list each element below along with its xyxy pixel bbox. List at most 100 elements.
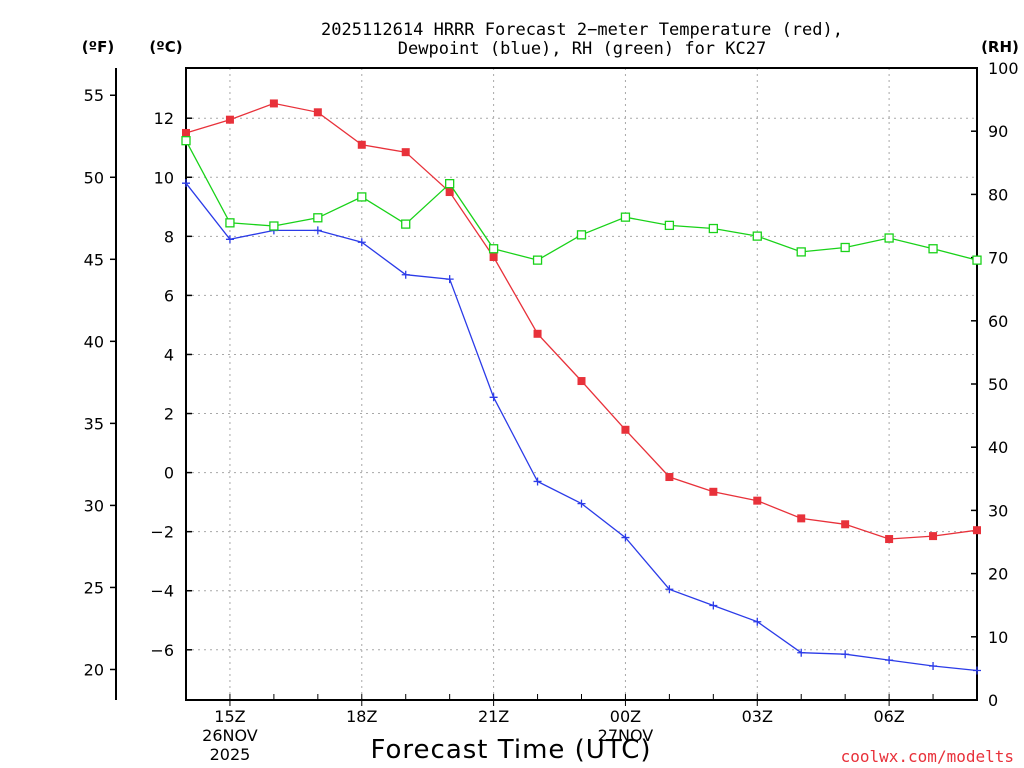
chart-title: 2025112614 HRRR Forecast 2−meter Tempera… — [321, 20, 843, 40]
temperature-point — [797, 514, 806, 523]
rh-point — [401, 219, 411, 229]
dewpoint-point — [577, 499, 586, 508]
rh-tick-label: 10 — [988, 628, 1008, 647]
temperature-point — [665, 473, 674, 482]
time-tick-label: 15Z — [214, 707, 245, 726]
time-tick-label: 18Z — [346, 707, 377, 726]
temperature-line — [185, 102, 978, 540]
rh-point — [357, 192, 367, 202]
dewpoint-point — [357, 238, 366, 247]
dewpoint-line — [185, 182, 978, 672]
fahrenheit-tick-label: 35 — [84, 414, 104, 433]
celsius-tick-label: 0 — [164, 464, 174, 483]
fahrenheit-tick-label: 20 — [84, 660, 104, 679]
rh-tick-label: 60 — [988, 312, 1008, 331]
temperature-point — [401, 148, 410, 157]
rh-point — [796, 247, 806, 257]
celsius-tick-label: −4 — [150, 582, 174, 601]
celsius-tick-label: 6 — [164, 286, 174, 305]
dewpoint-point — [665, 585, 674, 594]
dewpoint-point — [313, 226, 322, 235]
rh-point — [488, 244, 499, 254]
time-date-label: 27NOV — [598, 726, 654, 745]
temperature-point — [885, 535, 894, 544]
rh-point — [576, 230, 587, 240]
temperature-point — [577, 377, 586, 386]
rh-point — [928, 244, 938, 254]
fahrenheit-tick-label: 30 — [84, 496, 104, 515]
series-layer — [181, 99, 982, 675]
temperature-point — [489, 253, 498, 262]
dewpoint-point — [445, 275, 454, 284]
rh-unit-label: (RH) — [981, 38, 1019, 56]
celsius-tick-label: 12 — [154, 109, 174, 128]
dewpoint-point — [401, 270, 410, 279]
rh-tick-label: 20 — [988, 565, 1008, 584]
rh-point — [225, 218, 235, 228]
dewpoint-point — [797, 648, 806, 657]
dewpoint-point — [753, 617, 762, 626]
temperature-point — [269, 99, 278, 108]
rh-point — [708, 223, 718, 234]
fahrenheit-tick-label: 50 — [84, 168, 104, 187]
temperature-point — [533, 329, 542, 338]
celsius-tick-label: −2 — [150, 523, 174, 542]
rh-point — [269, 221, 279, 231]
celsius-tick-label: 8 — [164, 227, 174, 246]
temperature-point — [445, 188, 454, 197]
dewpoint-point — [621, 533, 630, 542]
rh-line — [185, 140, 978, 261]
dewpoint-point — [841, 650, 850, 659]
rh-point — [532, 255, 543, 265]
celsius-tick-label: 10 — [154, 168, 174, 187]
time-date-label: 26NOV — [202, 726, 258, 745]
time-tick-label: 00Z — [610, 707, 641, 726]
axes-layer: −6−4−20246810122025303540455055010203040… — [84, 59, 1019, 764]
time-tick-label: 03Z — [742, 707, 773, 726]
rh-point — [840, 242, 850, 253]
temperature-point — [709, 487, 718, 496]
rh-tick-label: 80 — [988, 185, 1008, 204]
dewpoint-point — [489, 393, 498, 402]
temperature-point — [841, 520, 850, 529]
time-tick-label: 06Z — [873, 707, 904, 726]
x-axis-title: Forecast Time (UTC) — [370, 735, 651, 765]
chart-subtitle: Dewpoint (blue), RH (green) for KC27 — [398, 39, 766, 59]
rh-tick-label: 40 — [988, 438, 1008, 457]
rh-point — [972, 255, 982, 265]
temperature-point — [225, 115, 234, 124]
fahrenheit-tick-label: 45 — [84, 250, 104, 269]
rh-point — [620, 212, 631, 222]
credit-text: coolwx.com/modelts — [841, 747, 1014, 766]
dewpoint-point — [225, 235, 234, 244]
celsius-tick-label: 4 — [164, 345, 174, 364]
rh-tick-label: 30 — [988, 501, 1008, 520]
dewpoint-point — [709, 601, 718, 610]
celsius-tick-label: 2 — [164, 405, 174, 424]
temperature-point — [753, 496, 762, 505]
celsius-unit-label: (ºC) — [149, 38, 182, 56]
temperature-point — [929, 532, 938, 541]
rh-point — [752, 231, 762, 241]
temperature-point — [313, 108, 322, 117]
celsius-tick-label: −6 — [150, 641, 174, 660]
dewpoint-point — [182, 179, 190, 188]
rh-point — [445, 179, 455, 189]
rh-point — [664, 220, 675, 231]
dewpoint-point — [929, 662, 938, 671]
fahrenheit-unit-label: (ºF) — [82, 38, 114, 56]
rh-tick-label: 100 — [988, 59, 1019, 78]
temperature-point — [182, 128, 190, 137]
rh-tick-label: 50 — [988, 375, 1008, 394]
time-tick-label: 21Z — [478, 707, 509, 726]
fahrenheit-tick-label: 55 — [84, 86, 104, 105]
dewpoint-point — [885, 656, 894, 665]
dewpoint-point — [973, 666, 981, 675]
rh-point — [181, 136, 191, 146]
rh-tick-label: 90 — [988, 122, 1008, 141]
temperature-point — [357, 140, 366, 149]
rh-point — [313, 213, 323, 223]
time-date-label: 2025 — [210, 745, 251, 764]
fahrenheit-tick-label: 25 — [84, 578, 104, 597]
